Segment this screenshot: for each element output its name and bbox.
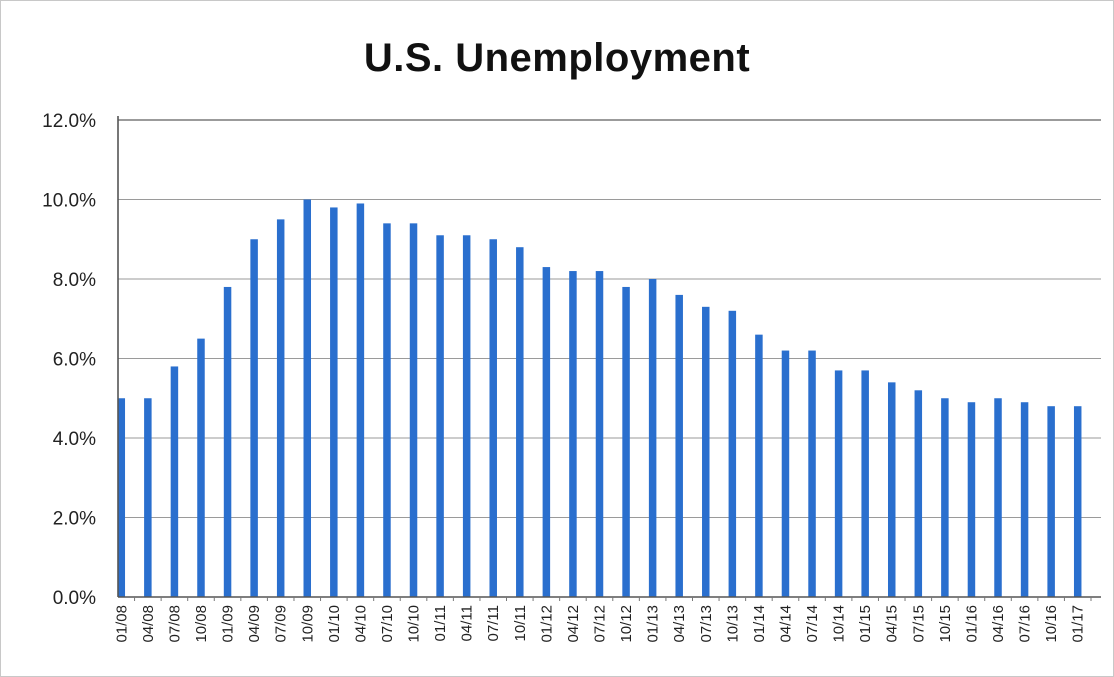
x-tick-label: 07/13: [698, 605, 715, 643]
bar: [967, 402, 976, 597]
x-tick-label: 07/15: [910, 605, 927, 643]
bar: [808, 350, 816, 597]
x-tick-label: 04/10: [352, 605, 369, 643]
x-tick-label: 10/15: [937, 605, 954, 643]
x-tick-label: 10/14: [831, 605, 848, 643]
gridlines: [118, 119, 1101, 518]
x-tick-label: 01/10: [326, 605, 343, 643]
y-tick-label: 6.0%: [53, 350, 96, 371]
axes: [117, 116, 1101, 601]
bar: [702, 306, 710, 597]
x-tick-label: 10/12: [618, 605, 635, 643]
y-tick-label: 8.0%: [53, 270, 96, 291]
x-tick-label: 07/14: [804, 605, 821, 643]
y-tick-label: 2.0%: [53, 509, 96, 530]
bar: [250, 239, 258, 597]
x-tick-label: 04/14: [777, 605, 794, 643]
x-tick-label: 04/13: [671, 605, 688, 643]
bar: [303, 199, 312, 597]
y-tick-label: 4.0%: [53, 429, 96, 450]
bar: [356, 203, 365, 597]
bar: [914, 390, 923, 597]
y-axis-ticks: 0.0% 2.0% 4.0% 6.0% 8.0% 10.0% 12.0%: [42, 111, 96, 609]
bar: [516, 247, 524, 597]
bar: [409, 223, 418, 597]
x-tick-label: 04/11: [459, 605, 476, 641]
bar: [197, 338, 205, 597]
x-tick-label: 04/08: [140, 605, 157, 643]
bar: [383, 223, 391, 597]
bar: [276, 219, 285, 597]
y-tick-label: 12.0%: [42, 111, 96, 132]
bar: [1020, 402, 1029, 597]
bars: [117, 199, 1082, 597]
x-tick-label: 07/10: [379, 605, 396, 643]
x-tick-label: 01/09: [220, 605, 237, 643]
x-tick-label: 01/08: [113, 605, 130, 643]
bar: [489, 239, 497, 597]
bar: [170, 366, 179, 597]
bar: [542, 267, 551, 597]
x-tick-label: 01/15: [857, 605, 874, 643]
bar: [675, 294, 683, 597]
bar: [755, 334, 763, 597]
x-tick-label: 10/09: [299, 605, 316, 643]
x-tick-label: 01/13: [645, 605, 662, 643]
x-tick-label: 07/09: [273, 605, 290, 643]
y-tick-label: 10.0%: [42, 191, 96, 212]
bar: [462, 235, 471, 597]
x-tick-label: 10/16: [1043, 605, 1060, 643]
x-tick-label: 01/11: [432, 605, 449, 641]
x-tick-label: 01/17: [1070, 605, 1087, 643]
x-axis-ticks: 01/08 04/08 07/08 10/08 01/09 04/09 07/09 10/09…: [113, 605, 1086, 643]
x-tick-label: 07/12: [592, 605, 609, 643]
bar: [887, 382, 896, 597]
bar: [648, 279, 657, 597]
bar: [330, 207, 338, 597]
bar: [994, 398, 1002, 597]
x-tick-label: 07/16: [1017, 605, 1034, 643]
x-tick-label: 10/10: [406, 605, 423, 643]
bar: [223, 286, 232, 597]
x-tick-label: 01/14: [751, 605, 768, 643]
bar: [622, 286, 630, 597]
x-tick-label: 04/09: [246, 605, 263, 643]
bar: [941, 398, 949, 597]
bar: [117, 398, 126, 597]
bar: [728, 310, 737, 597]
bar: [144, 398, 152, 597]
x-tick-label: 04/16: [990, 605, 1007, 643]
bar: [1047, 406, 1055, 597]
x-tick-label: 07/08: [166, 605, 183, 643]
chart-title: U.S. Unemployment: [363, 36, 751, 80]
bar: [861, 370, 869, 597]
bar: [569, 271, 577, 597]
bar: [1073, 406, 1082, 597]
x-tick-label: 04/15: [884, 605, 901, 643]
bar: [595, 271, 604, 597]
bar: [834, 370, 843, 597]
bar: [436, 235, 444, 597]
y-tick-label: 0.0%: [53, 588, 96, 609]
x-tick-label: 07/11: [485, 605, 502, 641]
x-tick-label: 10/13: [724, 605, 741, 643]
bar: [781, 350, 790, 597]
x-tick-label: 10/11: [512, 605, 529, 641]
x-tick-label: 04/12: [565, 605, 582, 643]
x-tick-label: 01/16: [963, 605, 980, 643]
x-tick-label: 01/12: [538, 605, 555, 643]
x-tick-label: 10/08: [193, 605, 210, 643]
